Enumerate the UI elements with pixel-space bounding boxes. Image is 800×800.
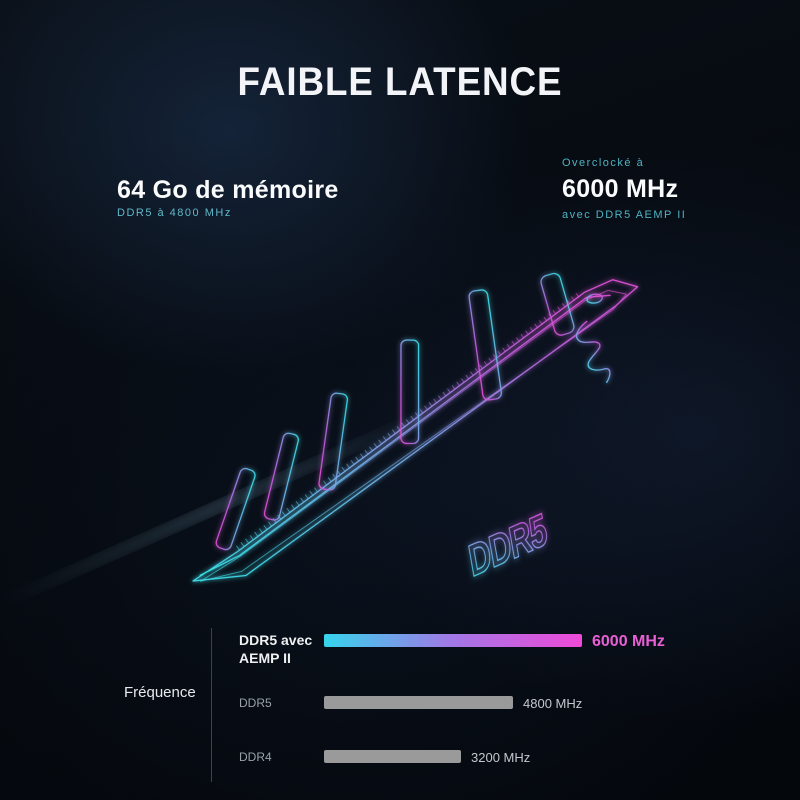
svg-text:DDR5: DDR5 (465, 505, 550, 588)
